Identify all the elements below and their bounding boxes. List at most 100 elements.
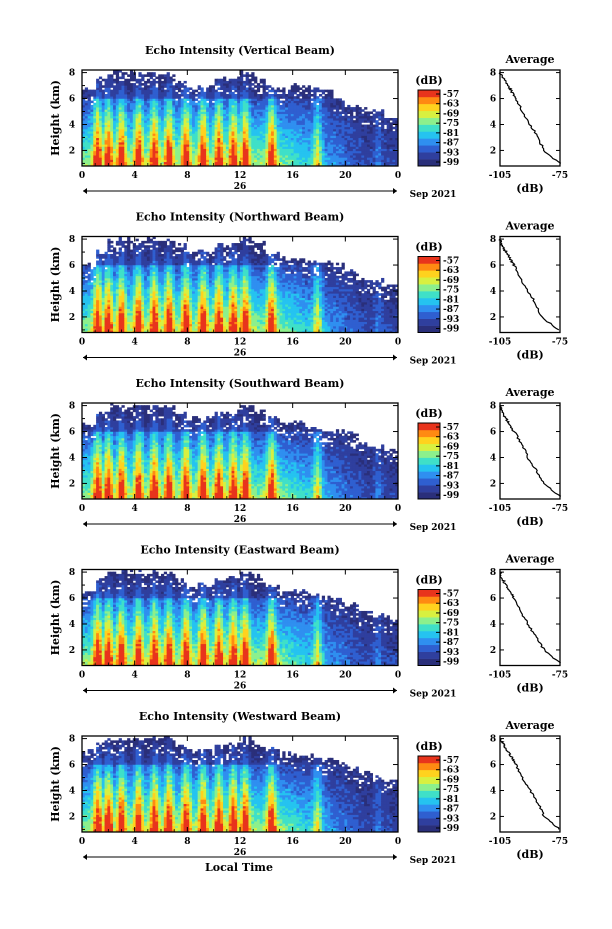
heatmap-cell [93,118,97,121]
heatmap-cell [110,137,114,141]
heatmap-cell [107,94,111,97]
heatmap-cell [96,115,100,119]
heatmap-cell [101,133,105,136]
heatmap-cell [282,100,286,104]
heatmap-cell [115,118,120,121]
heatmap-cell [135,89,139,93]
heatmap-cell [121,100,125,104]
heatmap-cell [149,135,153,139]
heatmap-cell [98,94,103,97]
heatmap-cell [124,144,128,147]
heatmap-cell [98,96,103,99]
heatmap-cell [113,126,117,130]
heatmap-cell [84,96,89,99]
heatmap-cell [115,124,120,128]
heatmap-cell [141,152,145,156]
heatmap-cell [82,148,86,152]
heatmap-cell [132,76,137,80]
heatmap-cell [98,159,103,163]
heatmap-cell [84,142,89,145]
heatmap-cell [141,146,145,149]
heatmap-cell [115,159,120,163]
heatmap-cell [197,100,201,104]
x-tick-label: 16 [286,171,299,181]
heatmap-cell [121,163,125,167]
heatmap-cell [98,115,103,119]
heatmap-cell [90,104,94,108]
heatmap-cell [129,89,134,93]
heatmap-cell [90,161,94,165]
heatmap-cell [90,94,94,97]
heatmap-cell [135,133,139,136]
heatmap-cell [146,157,151,160]
heatmap-cell [101,124,105,128]
heatmap-cell [135,85,139,88]
heatmap-cell [369,115,374,119]
heatmap-cell [375,120,379,123]
heatmap-cell [90,150,94,154]
heatmap-cell [316,87,320,91]
heatmap-cell [149,152,153,156]
heatmap-cell [118,115,122,119]
heatmap-cell [90,155,94,158]
heatmap-cell [104,120,108,123]
heatmap-cell [299,87,303,91]
heatmap-cell [82,94,86,97]
heatmap-cell [127,94,131,97]
heatmap-cell [347,115,351,119]
heatmap-cell [132,122,137,125]
heatmap-cell [84,111,89,115]
heatmap-cell [152,135,156,139]
heatmap-cell [115,74,120,77]
heatmap-cell [101,135,105,139]
heatmap-cell [135,104,139,108]
heatmap-cell [369,111,374,115]
heatmap-cell [146,89,151,93]
heatmap-cell [259,94,263,97]
heatmap-cell [113,78,117,82]
heatmap-cell [118,144,122,147]
heatmap-cell [127,142,131,145]
heatmap-cell [127,126,131,130]
heatmap-cell [138,148,142,152]
heatmap-cell [101,122,105,125]
heatmap-cell [115,139,120,143]
heatmap-cell [113,148,117,152]
heatmap-cell [138,161,142,165]
heatmap-cell [149,118,153,121]
heatmap-cell [107,83,111,86]
heatmap-cell [118,131,122,134]
heatmap-cell [124,142,128,145]
heatmap-cell [121,152,125,156]
heatmap-cell [121,251,125,255]
heatmap-cell [146,126,151,130]
heatmap-cell [132,150,137,154]
heatmap-cell [132,135,137,139]
heatmap-cell [110,128,114,132]
heatmap-cell [127,128,131,132]
heatmap-cell [132,100,137,104]
heatmap-cell [146,72,151,75]
heatmap-cell [104,87,108,91]
heatmap-cell [98,113,103,117]
heatmap-cell [271,87,275,91]
heatmap-cell [135,139,139,143]
heatmap-cell [144,111,148,115]
heatmap-cell [121,87,125,91]
heatmap-cell [98,120,103,123]
heatmap-cell [107,91,111,95]
heatmap-cell [141,126,145,130]
x-tick-label: 8 [184,171,190,181]
heatmap-cell [223,76,227,80]
heatmap-cell [101,260,105,264]
heatmap-cell [118,94,122,97]
heatmap-cell [118,157,122,160]
heatmap-cell [333,98,337,101]
heatmap-cell [118,109,122,112]
heatmap-cell [358,107,362,110]
heatmap-cell [183,85,187,88]
heatmap-cell [138,159,142,163]
heatmap-cell [98,131,103,134]
heatmap-cell [90,148,94,152]
heatmap-cell [118,152,122,156]
